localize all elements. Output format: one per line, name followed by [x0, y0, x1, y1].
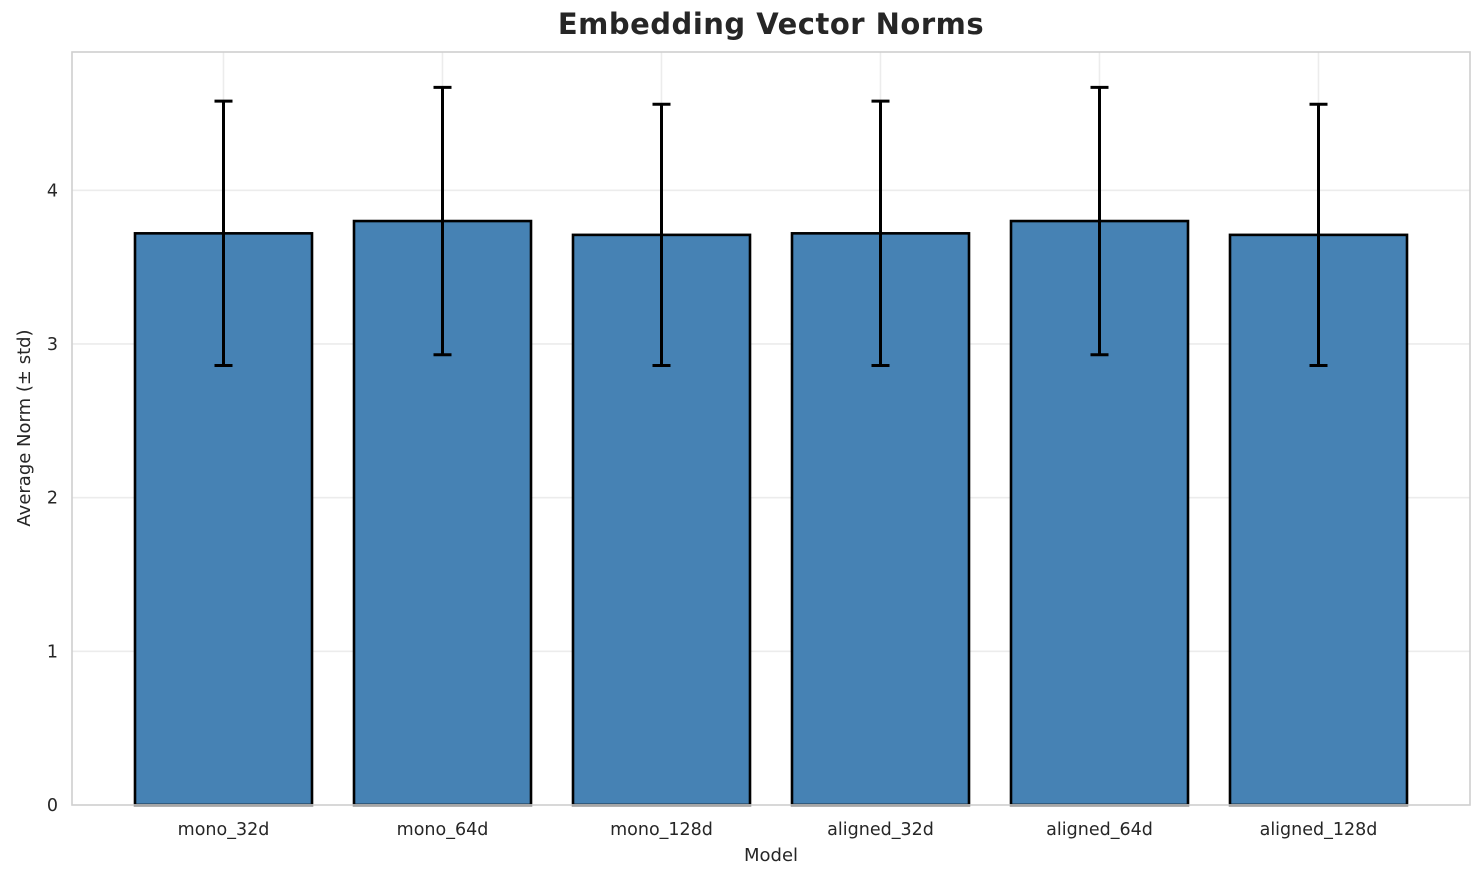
y-tick-label: 0 — [47, 796, 58, 816]
y-tick-label: 1 — [47, 642, 58, 662]
y-tick-label: 3 — [47, 335, 58, 355]
x-tick-label: mono_64d — [397, 820, 489, 840]
y-tick-label: 4 — [47, 181, 58, 201]
chart-title: Embedding Vector Norms — [557, 7, 985, 41]
x-tick-label: mono_32d — [178, 820, 270, 840]
x-tick-label: aligned_128d — [1260, 820, 1378, 840]
y-tick-label: 2 — [47, 489, 58, 509]
x-tick-label: mono_128d — [610, 820, 713, 840]
x-axis-label: Model — [743, 845, 799, 866]
y-axis-label: Average Norm (± std) — [14, 329, 35, 527]
x-tick-label: aligned_32d — [827, 820, 934, 840]
plot-border — [71, 51, 1471, 806]
x-tick-label: aligned_64d — [1046, 820, 1153, 840]
